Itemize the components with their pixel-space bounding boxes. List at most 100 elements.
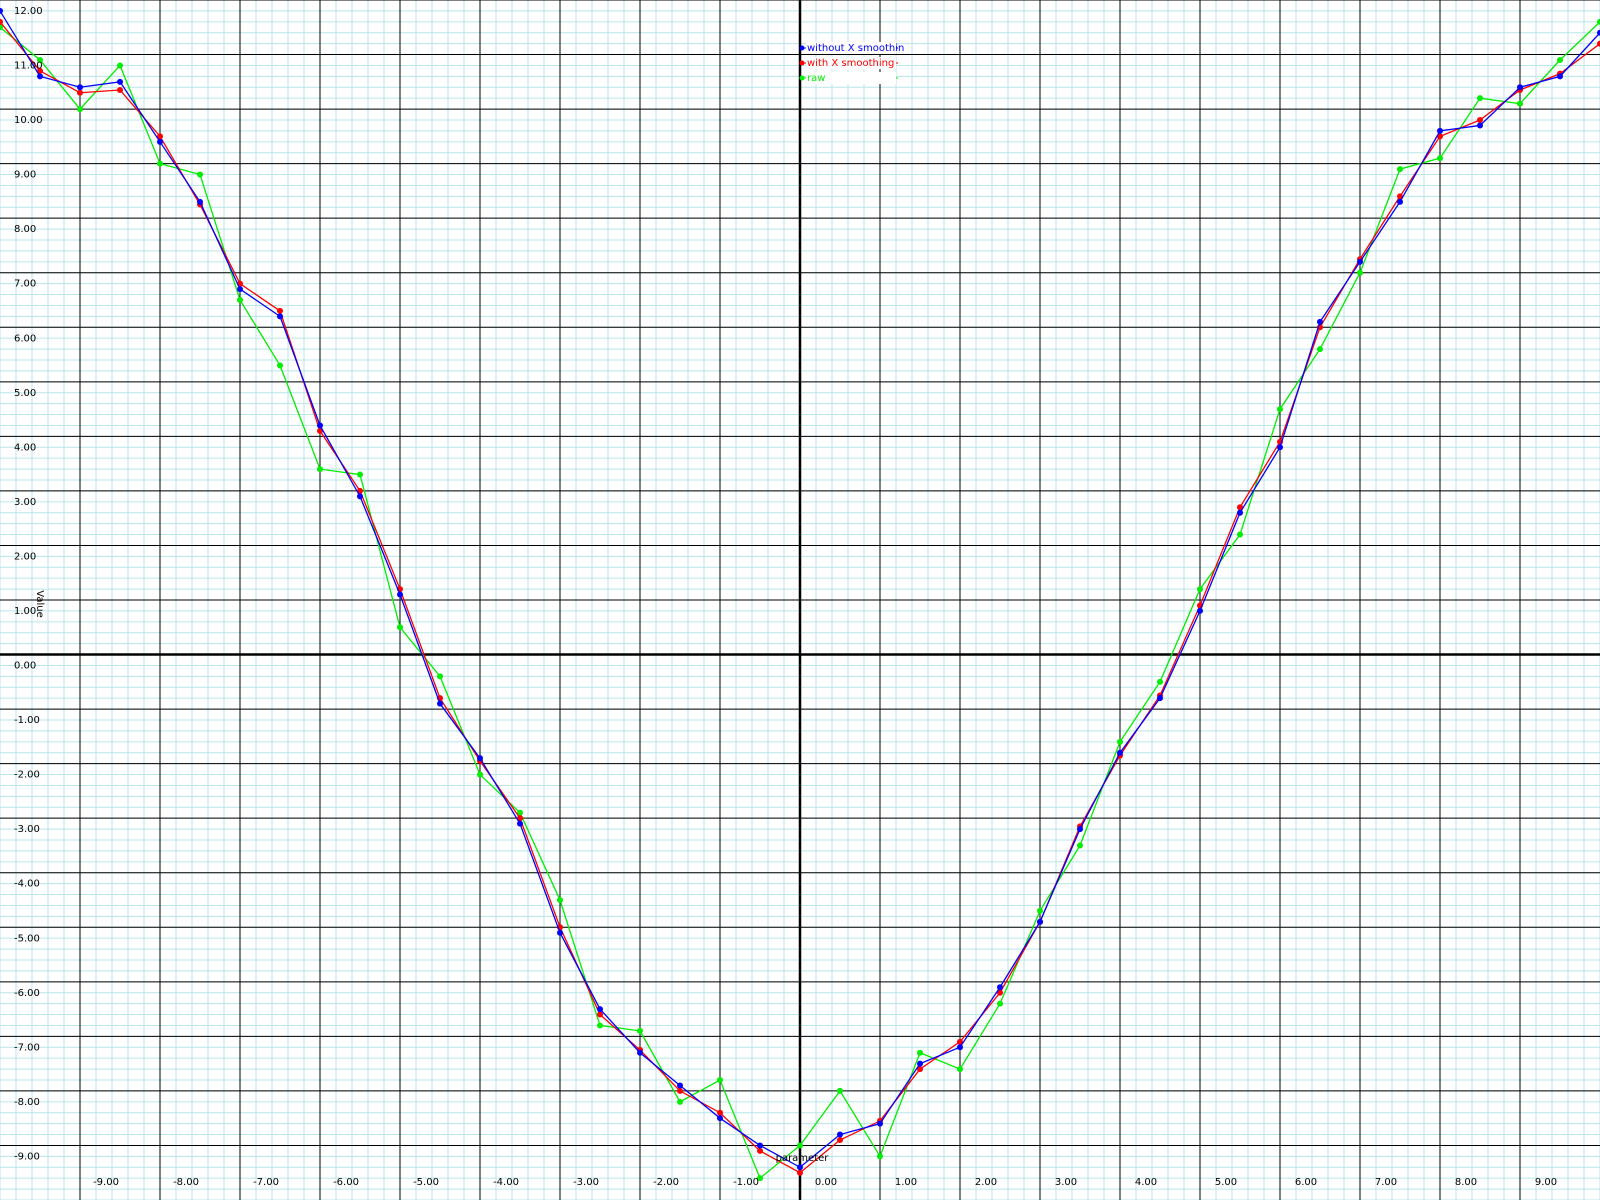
data-point (157, 160, 163, 167)
data-point (1237, 504, 1243, 511)
data-point (277, 307, 283, 314)
data-point (1357, 269, 1363, 276)
x-tick-label: 5.00 (1215, 1177, 1237, 1188)
x-tick-label: -1.00 (733, 1177, 759, 1188)
data-point (517, 809, 523, 816)
legend-marker (799, 75, 805, 81)
data-point (1157, 678, 1163, 685)
data-point (717, 1115, 723, 1122)
data-point (237, 297, 243, 303)
data-point (197, 198, 203, 205)
y-tick-label: -5.00 (14, 933, 40, 944)
data-point (837, 1087, 843, 1094)
data-point (437, 673, 443, 680)
data-point (277, 362, 283, 369)
data-point (957, 1044, 963, 1051)
data-point (1117, 749, 1123, 756)
data-point (597, 1011, 603, 1018)
legend-text-bg (806, 57, 896, 69)
y-tick-label: 7.00 (14, 279, 36, 290)
data-point (1317, 346, 1323, 353)
data-point (797, 1142, 803, 1149)
data-point (477, 755, 483, 762)
y-tick-label: 9.00 (14, 170, 36, 181)
y-tick-label: -6.00 (14, 988, 40, 999)
data-point (1157, 695, 1163, 702)
data-point (0, 24, 3, 31)
data-point (677, 1082, 683, 1089)
y-tick-label: 10.00 (14, 115, 43, 126)
data-point (877, 1120, 883, 1127)
data-point (1557, 57, 1563, 63)
data-point (557, 929, 563, 936)
data-point (957, 1066, 963, 1073)
data-point (1317, 318, 1323, 325)
y-tick-label: -3.00 (14, 824, 40, 835)
data-point (637, 1027, 643, 1034)
x-tick-label: -8.00 (173, 1177, 199, 1188)
y-tick-label: -9.00 (14, 1151, 40, 1162)
x-tick-label: -6.00 (333, 1177, 359, 1188)
data-point (997, 1000, 1003, 1007)
data-point (1237, 531, 1243, 538)
x-tick-label: -5.00 (413, 1177, 439, 1188)
x-tick-label: -4.00 (493, 1177, 519, 1188)
x-tick-label: 8.00 (1455, 1177, 1477, 1188)
x-tick-label: 1.00 (895, 1177, 917, 1188)
data-point (757, 1147, 763, 1154)
data-point (397, 591, 403, 598)
y-tick-label: 5.00 (14, 388, 36, 399)
data-point (917, 1049, 923, 1056)
data-point (357, 471, 363, 478)
x-tick-label: -9.00 (93, 1177, 119, 1188)
data-point (1357, 258, 1363, 265)
x-tick-label: 4.00 (1135, 1177, 1157, 1188)
data-point (1037, 907, 1043, 914)
data-point (1397, 166, 1403, 173)
legend-marker (799, 45, 805, 51)
data-point (557, 897, 563, 903)
data-point (77, 84, 83, 91)
y-tick-label: 12.00 (14, 6, 43, 17)
data-point (957, 1038, 963, 1045)
legend-marker (799, 60, 805, 66)
data-point (1117, 738, 1123, 745)
data-point (117, 87, 123, 93)
data-point (917, 1060, 923, 1067)
x-tick-label: 2.00 (975, 1177, 997, 1188)
y-tick-label: 6.00 (14, 333, 36, 344)
y-tick-label: 11.00 (14, 61, 43, 72)
data-point (1597, 40, 1600, 47)
series-layer (0, 7, 1600, 1182)
data-point (1197, 586, 1203, 593)
data-point (677, 1087, 683, 1094)
legend-text-bg (806, 72, 896, 84)
x-axis-title: parameter (776, 1153, 830, 1164)
data-point (597, 1022, 603, 1029)
y-tick-label: 8.00 (14, 224, 36, 235)
x-tick-label: 7.00 (1375, 1177, 1397, 1188)
data-point (37, 67, 43, 74)
data-point (77, 89, 83, 96)
data-point (517, 815, 523, 822)
data-point (797, 1164, 803, 1171)
x-tick-label: 0.00 (815, 1177, 837, 1188)
data-point (1077, 826, 1083, 833)
data-point (597, 1006, 603, 1013)
data-point (0, 18, 3, 25)
data-point (477, 771, 483, 778)
data-point (1557, 73, 1563, 80)
data-point (197, 171, 203, 178)
x-tick-label: 3.00 (1055, 1177, 1077, 1188)
data-point (1237, 509, 1243, 516)
data-point (0, 7, 3, 14)
data-point (77, 106, 83, 113)
x-tick-label: -3.00 (573, 1177, 599, 1188)
data-point (637, 1049, 643, 1056)
series-group (0, 7, 1600, 1171)
x-tick-label: 6.00 (1295, 1177, 1317, 1188)
data-point (1517, 100, 1523, 107)
labels-layer: -9.00 -8.00 -7.00 -6.00 -5.00 -4.00 -3.00 -2.00… (14, 6, 1557, 1188)
legend-label: raw (807, 73, 825, 84)
